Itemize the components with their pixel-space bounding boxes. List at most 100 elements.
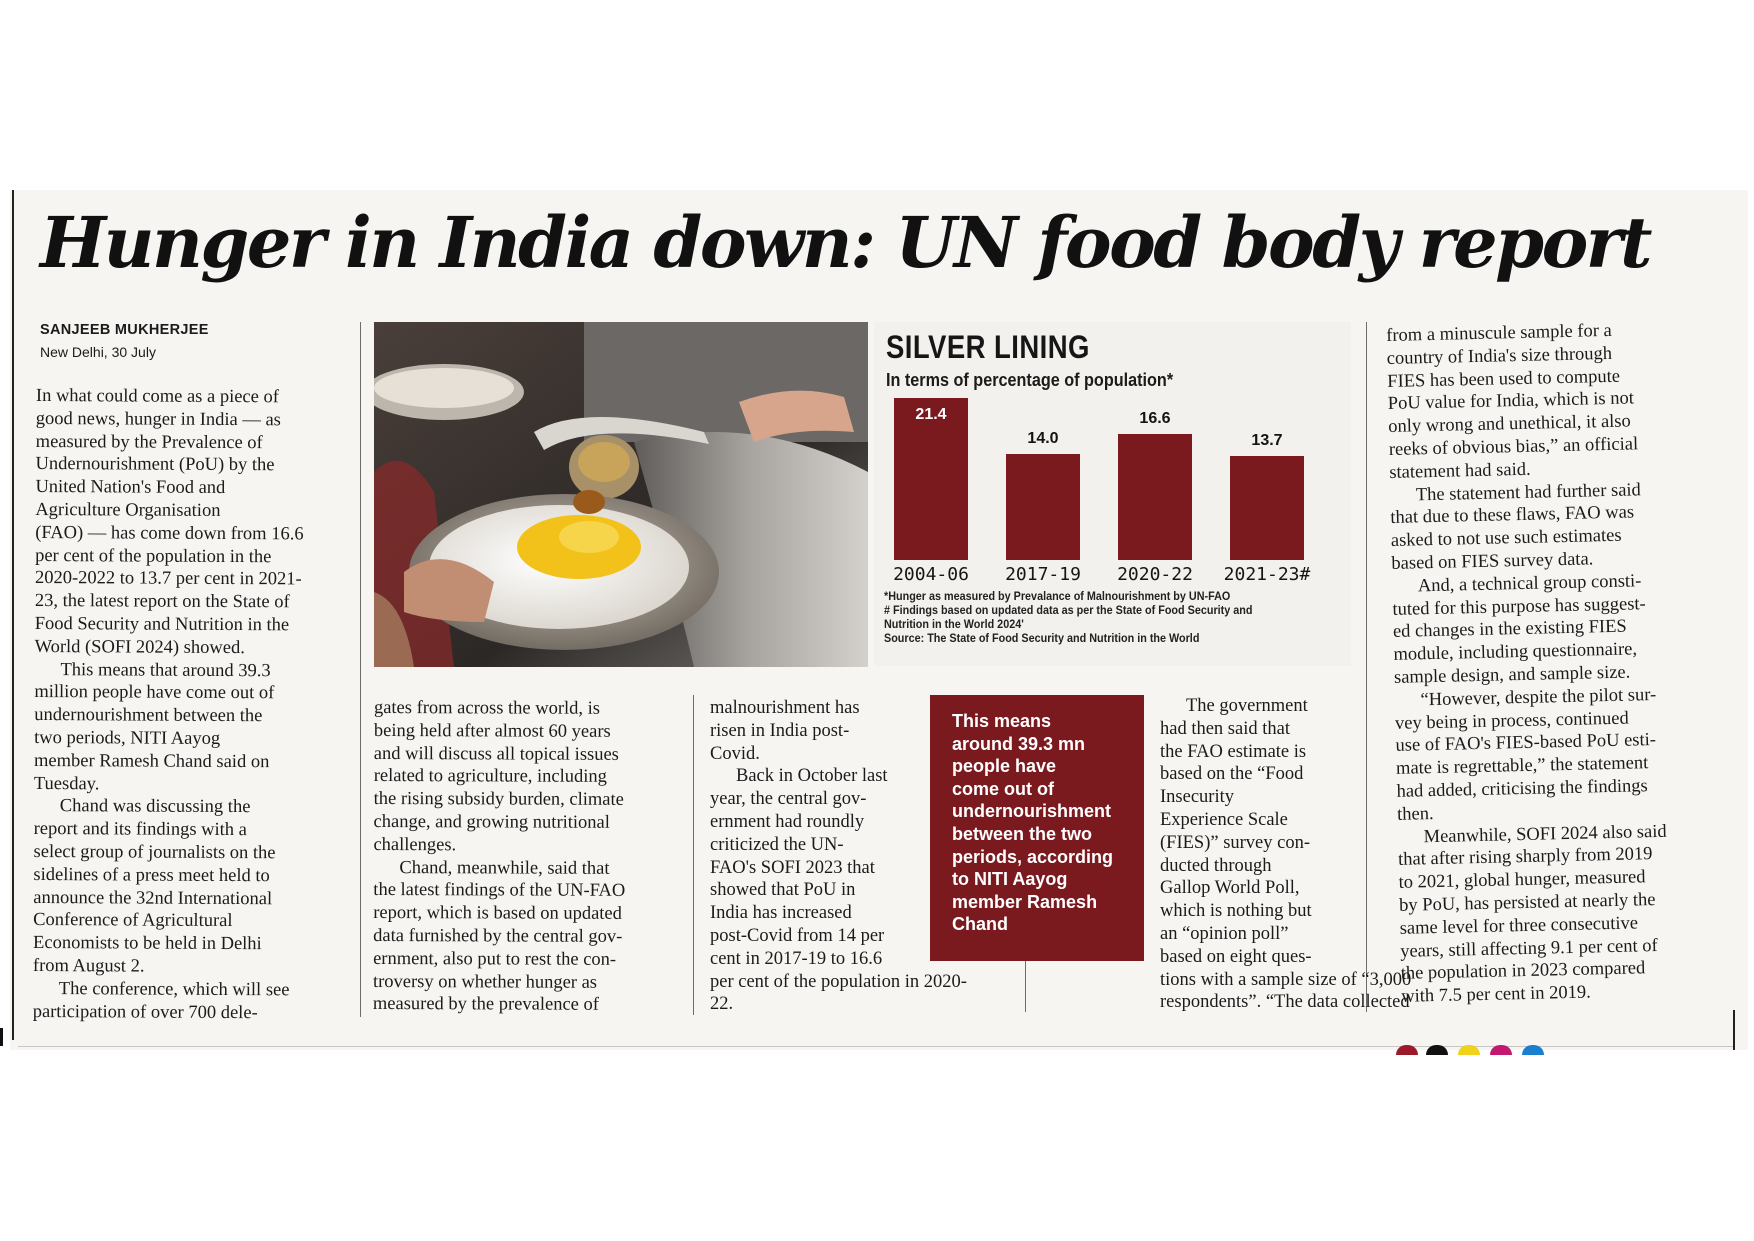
article-text-line: measured by the Prevalence of: [35, 431, 263, 453]
article-text-line: undernourishment between the: [34, 705, 263, 727]
article-text-line: Insecurity: [1160, 787, 1234, 808]
article-text-line: related to agriculture, including: [373, 766, 607, 788]
article-text-line: good news, hunger in India — as: [35, 408, 281, 431]
article-text-line: Gallop World Poll,: [1160, 878, 1300, 899]
article-text-line: World (SOFI 2024) showed.: [34, 636, 245, 658]
pull-quote: This means around 39.3 mn people have come …: [930, 695, 1144, 961]
headline: Hunger in India down: UN food body repor…: [40, 201, 1653, 284]
article-text-line: criticized the UN-: [710, 834, 844, 855]
dateline: New Delhi, 30 July: [40, 344, 156, 360]
byline: SANJEEB MUKHERJEE: [40, 322, 209, 338]
article-text-line: measured by the prevalence of: [372, 994, 599, 1016]
article-text-line: per cent of the population in 2020-: [710, 971, 967, 992]
pull-quote-line: come out of: [952, 778, 1054, 799]
pull-quote-line: undernourishment: [952, 801, 1112, 822]
article-text-line: malnourishment has: [710, 698, 860, 718]
article-text-line: Back in October last: [736, 766, 888, 787]
article-text-line: tions with a sample size of “3,000: [1160, 969, 1412, 990]
photo-illustration: [374, 322, 868, 667]
article-text-line: ernment, also put to rest the con-: [373, 948, 617, 970]
column-rule: [693, 695, 694, 1015]
article-text-line: The government: [1186, 696, 1308, 716]
pull-quote-line: Chand: [952, 914, 1008, 935]
article-column-3: malnourishment has risen in India post- Co…: [710, 697, 967, 1016]
article-text-line: an “opinion poll”: [1160, 923, 1289, 944]
article-text-line: (FAO) — has come down from 16.6: [35, 522, 304, 545]
article-text-line: troversy on whether hunger as: [372, 971, 598, 993]
chart-category-label: 2021-23#: [1223, 564, 1311, 585]
article-text-line: per cent of the population in the: [35, 545, 272, 567]
article-text-line: challenges.: [373, 834, 457, 856]
article-text-line: Tuesday.: [33, 773, 100, 794]
chart-bar: [1006, 454, 1080, 560]
food-serving-photo: [374, 322, 868, 667]
article-text-line: Conference of Agricultural: [33, 910, 233, 932]
article-text-line: Chand was discussing the: [59, 796, 251, 818]
article-text-line: showed that PoU in: [710, 880, 856, 901]
article-text-line: million people have come out of: [34, 682, 275, 704]
article-text-line: Food Security and Nutrition in the: [34, 613, 290, 636]
article-text-line: select group of journalists on the: [33, 841, 276, 864]
article-column-2: gates from across the world, is being hel…: [373, 697, 626, 1017]
article-text-line: sidelines of a press meet held to: [33, 864, 270, 886]
article-text-line: cent in 2017-19 to 16.6: [710, 948, 883, 969]
article-text-line: had then said that: [1160, 718, 1290, 739]
column-rule: [360, 322, 361, 1017]
chart-source: Source: The State of Food Security and N…: [884, 631, 1200, 645]
article-text-line: being held after almost 60 years: [373, 720, 611, 742]
chart-footnote-3: Nutrition in the World 2024': [884, 617, 1024, 631]
chart-title: SILVER LINING: [886, 329, 1090, 365]
chart-bar: [1230, 456, 1304, 560]
article-text-line: the rising subsidy burden, climate: [373, 789, 624, 811]
pull-quote-line: people have: [952, 756, 1057, 777]
article-column-1: In what could come as a piece of good new…: [33, 385, 305, 1025]
article-text-line: 22.: [710, 994, 734, 1015]
chart-data-label: 21.4: [915, 406, 947, 423]
page-left-rule: [12, 190, 14, 1040]
article-text-line: two periods, NITI Aayog: [34, 727, 221, 749]
chart-subtitle: In terms of percentage of population*: [886, 370, 1174, 390]
article-text-line: ernment had roundly: [710, 811, 865, 832]
column-rule: [1366, 322, 1367, 1012]
article-text-line: and will discuss all topical issues: [373, 743, 619, 765]
article-text-line: report and its findings with a: [33, 819, 247, 841]
article-text-line: India has increased: [710, 903, 852, 924]
article-text-line: gates from across the world, is: [373, 698, 601, 719]
article-column-5: from a minuscule sample for a country of …: [1386, 319, 1671, 1009]
chart-footnote-2: # Findings based on updated data as per …: [884, 603, 1253, 617]
article-text-line: post-Covid from 14 per: [710, 925, 885, 946]
article-text-line: the FAO estimate is: [1160, 741, 1307, 762]
print-registration-mark: [1522, 1045, 1544, 1055]
article-text-line: Covid.: [710, 743, 760, 764]
chart-category-label: 2004-06: [893, 564, 969, 585]
article-text-line: change, and growing nutritional: [373, 811, 610, 833]
article-text-line: data furnished by the central gov-: [373, 925, 623, 947]
pull-quote-line: between the two: [952, 823, 1093, 844]
article-text-line: respondents”. “The data collected: [1160, 992, 1410, 1013]
article-text-line: based on eight ques-: [1160, 946, 1312, 967]
crop-mark: [0, 1028, 3, 1046]
article-text-line: report, which is based on updated: [373, 903, 622, 925]
article-text-line: Economists to be held in Delhi: [33, 933, 262, 955]
pull-quote-line: periods, according: [952, 846, 1114, 867]
article-column-4: The government had then said that the FAO …: [1160, 695, 1411, 1014]
article-text-line: from August 2.: [32, 955, 145, 977]
pull-quote-line: around 39.3 mn: [952, 733, 1086, 754]
article-text-line: based on the “Food: [1160, 764, 1304, 785]
article-text-line: The conference, which will see: [58, 978, 290, 1001]
print-registration-mark: [1396, 1045, 1418, 1055]
article-text-line: Agriculture Organisation: [35, 499, 221, 521]
chart-category-label: 2017-19: [1005, 564, 1081, 585]
article-text-line: participation of over 700 dele-: [32, 1001, 258, 1023]
print-registration-mark: [1426, 1045, 1448, 1055]
article-text-line: the latest findings of the UN-FAO: [373, 880, 626, 902]
article-text-line: 2020-2022 to 13.7 per cent in 2021-: [34, 568, 302, 590]
page-right-rule: [1733, 1010, 1735, 1050]
article-text-line: risen in India post-: [710, 720, 850, 741]
article-text-line: (FIES)” survey con-: [1160, 832, 1311, 853]
pull-quote-line: to NITI Aayog: [952, 869, 1068, 890]
column-rule: [1025, 960, 1026, 1012]
print-registration-mark: [1490, 1045, 1512, 1055]
article-text-line: year, the central gov-: [710, 789, 867, 810]
chart-footnote-1: *Hunger as measured by Prevalance of Mal…: [884, 589, 1231, 603]
